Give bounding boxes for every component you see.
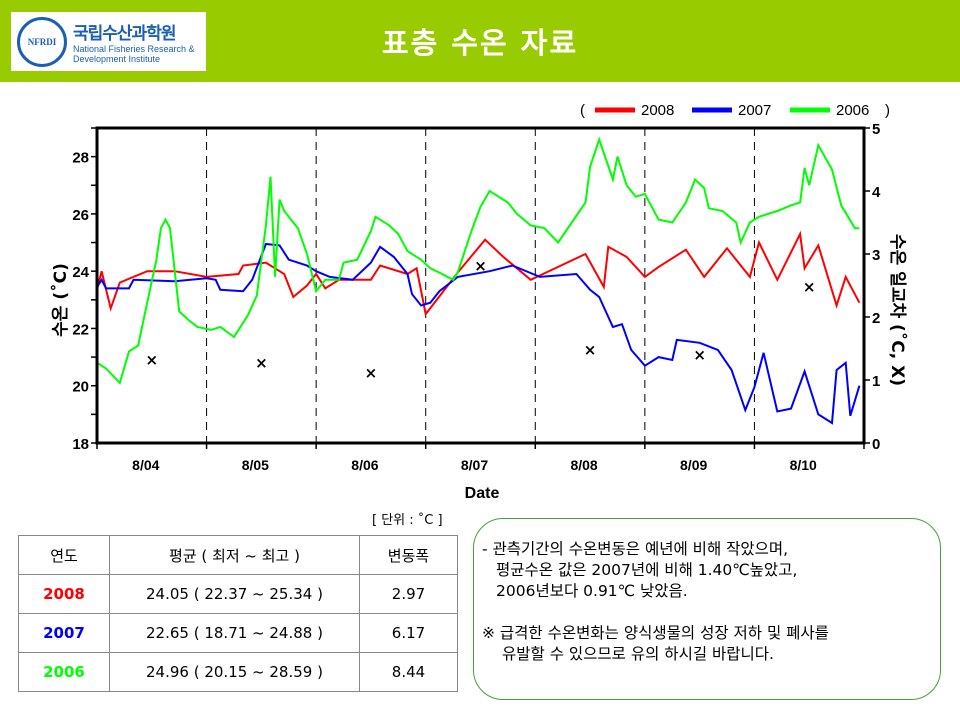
row-range: 8.44 xyxy=(359,652,458,692)
logo-english-1: National Fisheries Research & xyxy=(73,44,195,54)
row-range: 2.97 xyxy=(359,574,458,614)
legend-label-2008: 2008 xyxy=(641,102,674,119)
seal-icon: NFRDI xyxy=(17,16,67,67)
x-axis-label: Date xyxy=(465,485,500,502)
note-line: 유발할 수 있으므로 유의 하시길 바랍니다. xyxy=(502,645,774,663)
logo-korean: 국립수산과학원 xyxy=(73,24,176,44)
daily-range-marker: × xyxy=(474,257,487,275)
row-range: 6.17 xyxy=(359,613,458,653)
note-line: - 관측기간의 수온변동은 예년에 비해 작았으며, xyxy=(482,540,789,558)
legend-open-paren: ( xyxy=(580,102,585,119)
row-year: 2007 xyxy=(18,613,110,653)
y2-tick-label: 0 xyxy=(872,436,880,453)
series-line-2007 xyxy=(96,242,861,425)
y-tick-label: 18 xyxy=(72,436,89,453)
note-line: 평균수온 값은 2007년에 비해 1.40℃높았고, xyxy=(496,561,798,579)
daily-range-marker: × xyxy=(584,341,597,359)
daily-range-marker: × xyxy=(145,351,158,369)
y-tick-label: 24 xyxy=(72,264,89,281)
legend: ( ) 2008 2007 2006 xyxy=(580,102,890,119)
nfrdi-logo: NFRDI 국립수산과학원 National Fisheries Researc… xyxy=(11,12,206,71)
daily-range-marker: × xyxy=(803,278,816,296)
logo-english-2: Development Institute xyxy=(73,54,161,64)
plot-frame xyxy=(95,126,866,445)
table-row: 2007 22.65 ( 18.71 ~ 24.88 ) 6.17 xyxy=(18,613,458,653)
header-bar: NFRDI 국립수산과학원 National Fisheries Researc… xyxy=(0,0,960,82)
legend-label-2007: 2007 xyxy=(738,102,771,119)
row-average: 24.96 ( 20.15 ~ 28.59 ) xyxy=(109,652,360,692)
note-line: ※ 급격한 수온변화는 양식생물의 성장 저하 및 폐사를 xyxy=(482,624,829,642)
table-header-row: 연도 평균 ( 최저 ~ 최고 ) 변동폭 xyxy=(18,535,458,575)
row-year: 2006 xyxy=(18,652,110,692)
daily-range-marker: × xyxy=(255,354,268,372)
series-line-2006 xyxy=(96,136,860,385)
y2-tick-label: 2 xyxy=(872,310,880,327)
note-line: 2006년보다 0.91℃ 낮았음. xyxy=(496,582,688,600)
y2-tick-label: 4 xyxy=(872,184,881,201)
x-tick-label: 8/05 xyxy=(242,457,269,473)
row-average: 24.05 ( 22.37 ~ 25.34 ) xyxy=(109,574,360,614)
row-average: 22.65 ( 18.71 ~ 24.88 ) xyxy=(109,613,360,653)
x-tick-label: 8/10 xyxy=(790,457,817,473)
unit-label: [ 단위 : ˚C ] xyxy=(372,513,443,528)
x-tick-label: 8/04 xyxy=(132,457,159,473)
x-tick-label: 8/07 xyxy=(461,457,488,473)
header-year: 연도 xyxy=(18,535,110,575)
y2-axis-label: 수온 일교차 (˚C, X) xyxy=(887,234,909,386)
x-tick-label: 8/09 xyxy=(680,457,707,473)
table-row: 2008 24.05 ( 22.37 ~ 25.34 ) 2.97 xyxy=(18,574,458,614)
legend-label-2006: 2006 xyxy=(836,102,869,119)
header-range: 변동폭 xyxy=(359,535,458,575)
summary-note: - 관측기간의 수온변동은 예년에 비해 작았으며, 평균수온 값은 2007년… xyxy=(473,518,941,700)
stats-table: 연도 평균 ( 최저 ~ 최고 ) 변동폭 2008 24.05 ( 22.37 … xyxy=(18,535,458,692)
y-tick-label: 22 xyxy=(72,321,89,338)
page-title: 표층 수온 자료 xyxy=(381,26,579,60)
y-tick-label: 26 xyxy=(72,207,89,224)
y2-tick-label: 3 xyxy=(872,247,880,264)
legend-close-paren: ) xyxy=(885,102,890,119)
table-row: 2006 24.96 ( 20.15 ~ 28.59 ) 8.44 xyxy=(18,652,458,692)
y-tick-label: 20 xyxy=(72,379,89,396)
series-line-2008 xyxy=(96,230,861,317)
y2-tick-label: 5 xyxy=(872,121,880,138)
header-average: 평균 ( 최저 ~ 최고 ) xyxy=(109,535,360,575)
y-tick-label: 28 xyxy=(72,150,89,167)
row-year: 2008 xyxy=(18,574,110,614)
x-tick-label: 8/08 xyxy=(570,457,597,473)
y2-tick-label: 1 xyxy=(872,373,880,390)
y-axis-label: 수온 (˚C) xyxy=(49,263,71,337)
daily-range-marker: × xyxy=(693,346,706,364)
x-tick-label: 8/06 xyxy=(351,457,378,473)
daily-range-marker: × xyxy=(365,364,378,382)
